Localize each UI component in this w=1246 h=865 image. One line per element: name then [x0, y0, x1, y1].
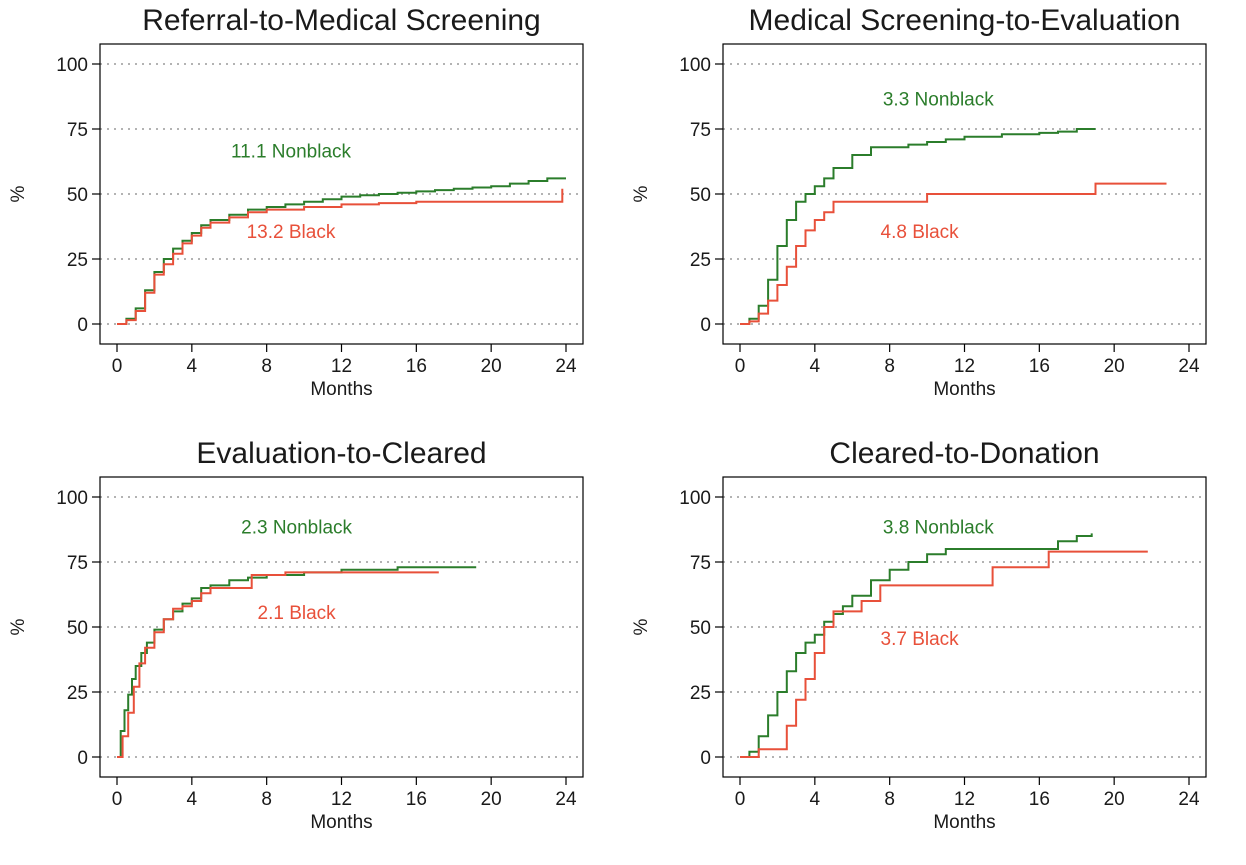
panel-medical-screening-to-evaluation: Medical Screening-to-Evaluation 0 25 50 75 10…	[623, 0, 1246, 432]
y-tick-label-0: 0	[700, 748, 711, 769]
x-tick-label-8: 8	[884, 356, 895, 377]
chart-title: Cleared-to-Donation	[829, 437, 1099, 470]
panel-cleared-to-donation: Cleared-to-Donation 0 25 50 75 100 0 4 8 12 16 20 24…	[623, 433, 1246, 865]
x-tick-label-4: 4	[810, 356, 821, 377]
x-axis-title: Months	[933, 379, 995, 400]
chart-cleared-to-donation: Cleared-to-Donation 0 25 50 75 100 0 4 8 12 16 20 24…	[631, 437, 1207, 833]
y-axis-title: %	[8, 618, 29, 635]
x-axis-title: Months	[310, 812, 372, 833]
panel-referral-to-medical-screening: Referral-to-Medical Screening 0 25 50 75 100 0…	[0, 0, 623, 432]
y-tick-label-75: 75	[690, 553, 711, 574]
y-tick-label-50: 50	[67, 618, 88, 639]
y-tick-label-100: 100	[679, 55, 711, 76]
series-line-nonblack	[740, 128, 1096, 325]
annotation-nonblack: 11.1 Nonblack	[231, 142, 352, 163]
y-tick-label-50: 50	[67, 185, 88, 206]
annotation-black: 13.2 Black	[247, 222, 336, 243]
annotation-black: 4.8 Black	[881, 222, 960, 243]
x-tick-label-4: 4	[187, 356, 198, 377]
x-tick-label-0: 0	[112, 789, 123, 810]
x-tick-label-12: 12	[954, 356, 975, 377]
x-tick-label-24: 24	[1178, 789, 1200, 810]
y-tick-label-0: 0	[77, 748, 88, 769]
y-axis-title: %	[631, 618, 652, 635]
chart-title: Medical Screening-to-Evaluation	[749, 4, 1181, 37]
y-tick-label-0: 0	[77, 315, 88, 336]
series-line-black	[117, 571, 439, 758]
series-line-black	[740, 550, 1148, 758]
x-tick-label-8: 8	[884, 789, 895, 810]
y-tick-label-50: 50	[690, 185, 711, 206]
annotation-nonblack: 2.3 Nonblack	[241, 517, 352, 538]
y-tick-label-25: 25	[67, 250, 88, 271]
x-tick-label-20: 20	[1104, 356, 1125, 377]
x-tick-label-20: 20	[481, 789, 502, 810]
annotation-nonblack: 3.8 Nonblack	[883, 517, 994, 538]
y-tick-label-75: 75	[67, 120, 88, 141]
annotation-nonblack: 3.3 Nonblack	[883, 90, 994, 111]
x-tick-label-16: 16	[406, 789, 427, 810]
y-tick-label-0: 0	[700, 315, 711, 336]
x-axis-title: Months	[310, 379, 372, 400]
panel-evaluation-to-cleared: Evaluation-to-Cleared 0 25 50 75 100 0 4 8 12 16 20…	[0, 433, 623, 865]
y-tick-label-50: 50	[690, 618, 711, 639]
y-axis-title: %	[631, 185, 652, 202]
y-tick-label-75: 75	[690, 120, 711, 141]
chart-evaluation-to-cleared: Evaluation-to-Cleared 0 25 50 75 100 0 4 8 12 16 20…	[8, 437, 584, 833]
x-tick-label-12: 12	[331, 356, 352, 377]
x-tick-label-8: 8	[261, 356, 272, 377]
series-line-black	[740, 182, 1167, 325]
annotation-black: 3.7 Black	[881, 629, 960, 650]
chart-title: Evaluation-to-Cleared	[196, 437, 486, 470]
x-tick-label-4: 4	[810, 789, 821, 810]
x-tick-label-16: 16	[1029, 356, 1050, 377]
y-tick-label-25: 25	[690, 683, 711, 704]
x-tick-label-24: 24	[1178, 356, 1200, 377]
x-axis-title: Months	[933, 812, 995, 833]
y-tick-label-25: 25	[67, 683, 88, 704]
series-line-nonblack	[740, 533, 1093, 758]
x-tick-label-24: 24	[555, 356, 577, 377]
plot-frame	[99, 43, 584, 345]
x-tick-label-12: 12	[954, 789, 975, 810]
x-tick-label-16: 16	[1029, 789, 1050, 810]
x-tick-label-8: 8	[261, 789, 272, 810]
annotation-black: 2.1 Black	[258, 603, 337, 624]
y-tick-label-100: 100	[56, 488, 88, 509]
chart-title: Referral-to-Medical Screening	[142, 4, 541, 37]
series-line-black	[117, 188, 564, 325]
y-axis-title: %	[8, 185, 29, 202]
x-tick-label-0: 0	[735, 789, 746, 810]
x-tick-label-16: 16	[406, 356, 427, 377]
chart-referral-to-medical-screening: Referral-to-Medical Screening 0 25 50 75 100 0…	[8, 4, 584, 400]
series-line-nonblack	[117, 566, 477, 758]
y-tick-label-100: 100	[679, 488, 711, 509]
x-tick-label-12: 12	[331, 789, 352, 810]
chart-medical-screening-to-evaluation: Medical Screening-to-Evaluation 0 25 50 75 10…	[631, 4, 1207, 400]
x-tick-label-20: 20	[481, 356, 502, 377]
x-tick-label-24: 24	[555, 789, 577, 810]
y-tick-label-75: 75	[67, 553, 88, 574]
series-line-nonblack	[117, 177, 566, 325]
x-tick-label-4: 4	[187, 789, 198, 810]
x-tick-label-0: 0	[735, 356, 746, 377]
x-tick-label-20: 20	[1104, 789, 1125, 810]
y-tick-label-25: 25	[690, 250, 711, 271]
y-tick-label-100: 100	[56, 55, 88, 76]
x-tick-label-0: 0	[112, 356, 123, 377]
